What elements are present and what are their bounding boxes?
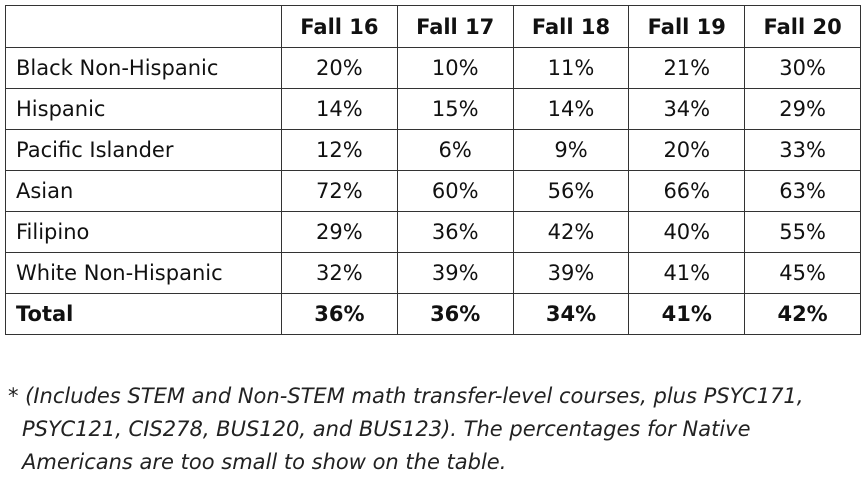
total-label: Total [5, 293, 282, 335]
column-header: Fall 18 [512, 5, 630, 48]
table-row: Hispanic 14% 15% 14% 34% 29% [5, 88, 861, 130]
cell: 34% [628, 88, 746, 130]
cell: 11% [512, 47, 630, 89]
total-cell: 36% [396, 293, 514, 335]
row-label: Filipino [5, 211, 282, 253]
column-header: Fall 19 [628, 5, 746, 48]
total-cell: 34% [512, 293, 630, 335]
table-row: Filipino 29% 36% 42% 40% 55% [5, 211, 861, 253]
cell: 42% [512, 211, 630, 253]
cell: 56% [512, 170, 630, 212]
row-label: Black Non-Hispanic [5, 47, 282, 89]
cell: 10% [396, 47, 514, 89]
data-table: Fall 16 Fall 17 Fall 18 Fall 19 Fall 20 Blac… [5, 5, 861, 335]
column-header: Fall 20 [744, 5, 861, 48]
cell: 60% [396, 170, 514, 212]
cell: 41% [628, 252, 746, 294]
cell: 29% [281, 211, 398, 253]
cell: 40% [628, 211, 746, 253]
footnote: * (Includes STEM and Non-STEM math trans… [8, 384, 804, 474]
total-cell: 41% [628, 293, 746, 335]
cell: 29% [744, 88, 861, 130]
cell: 9% [512, 129, 630, 171]
table-row: Pacific Islander 12% 6% 9% 20% 33% [5, 129, 861, 171]
total-row: Total 36% 36% 34% 41% 42% [5, 293, 861, 335]
column-header: Fall 16 [281, 5, 398, 48]
cell: 14% [281, 88, 398, 130]
total-cell: 42% [744, 293, 861, 335]
cell: 55% [744, 211, 861, 253]
cell: 14% [512, 88, 630, 130]
cell: 20% [281, 47, 398, 89]
total-cell: 36% [281, 293, 398, 335]
row-label: White Non-Hispanic [5, 252, 282, 294]
row-label: Pacific Islander [5, 129, 282, 171]
cell: 66% [628, 170, 746, 212]
row-label: Asian [5, 170, 282, 212]
table-row: Black Non-Hispanic 20% 10% 11% 21% 30% [5, 47, 861, 89]
cell: 39% [512, 252, 630, 294]
cell: 20% [628, 129, 746, 171]
header-row: Fall 16 Fall 17 Fall 18 Fall 19 Fall 20 [5, 5, 861, 48]
table-row: White Non-Hispanic 32% 39% 39% 41% 45% [5, 252, 861, 294]
cell: 6% [396, 129, 514, 171]
cell: 32% [281, 252, 398, 294]
cell: 30% [744, 47, 861, 89]
cell: 12% [281, 129, 398, 171]
cell: 33% [744, 129, 861, 171]
table-body: Black Non-Hispanic 20% 10% 11% 21% 30% Hispani… [5, 47, 861, 335]
cell: 72% [281, 170, 398, 212]
cell: 63% [744, 170, 861, 212]
table-row: Asian 72% 60% 56% 66% 63% [5, 170, 861, 212]
row-label: Hispanic [5, 88, 282, 130]
cell: 45% [744, 252, 861, 294]
cell: 36% [396, 211, 514, 253]
column-header: Fall 17 [396, 5, 514, 48]
cell: 15% [396, 88, 514, 130]
corner-cell [5, 5, 282, 48]
cell: 39% [396, 252, 514, 294]
cell: 21% [628, 47, 746, 89]
